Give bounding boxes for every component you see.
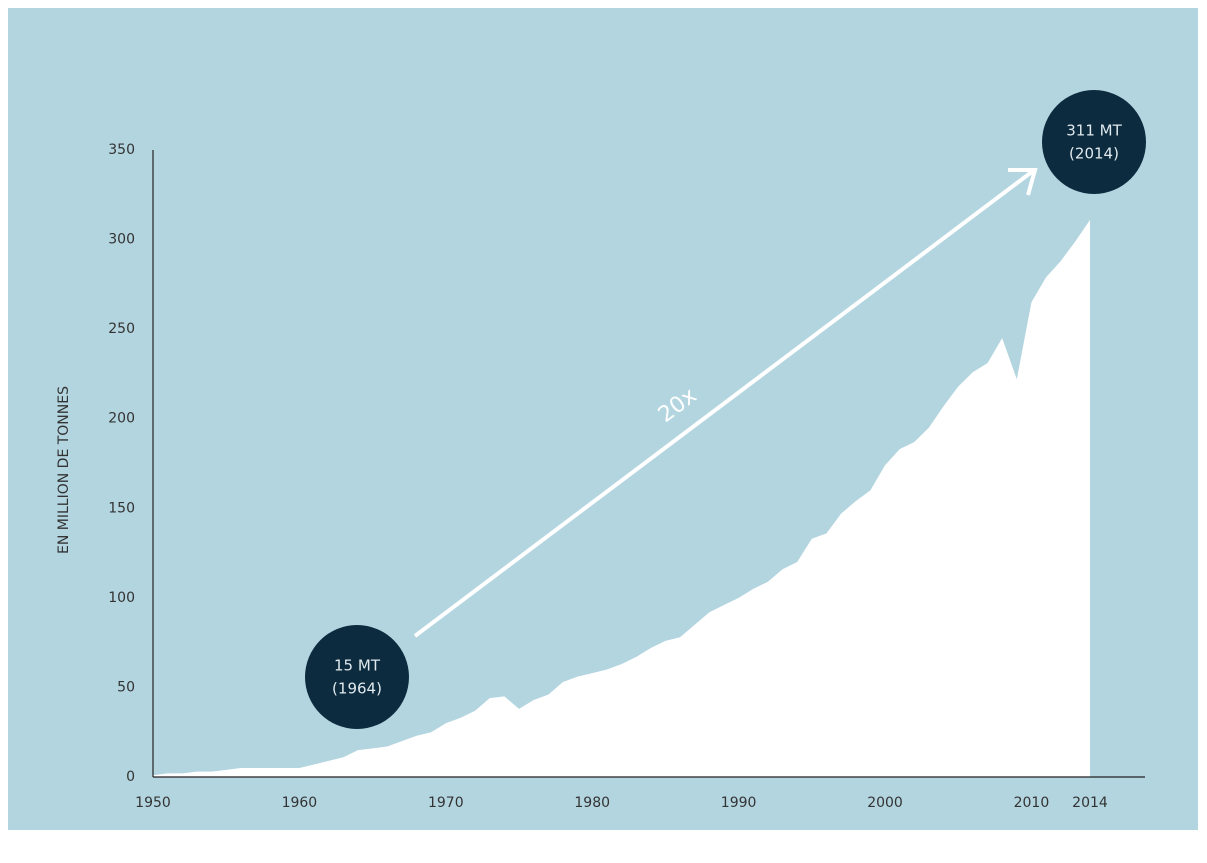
arrow-line xyxy=(413,169,1035,638)
x-tick-label: 2010 xyxy=(1014,795,1050,811)
annotation-text: 15 MT xyxy=(334,657,381,675)
x-tick-label: 2000 xyxy=(867,795,903,811)
y-tick-label: 100 xyxy=(108,590,135,606)
y-tick-label: 300 xyxy=(108,232,135,248)
y-tick-label: 200 xyxy=(108,411,135,427)
x-tick-label: 2014 xyxy=(1072,795,1108,811)
y-tick-label: 250 xyxy=(108,321,135,337)
x-tick-label: 1980 xyxy=(574,795,610,811)
annotation-text: 311 MT xyxy=(1066,122,1122,140)
y-tick-label: 150 xyxy=(108,500,135,516)
annotation-text: (2014) xyxy=(1069,145,1119,163)
annotation-circle xyxy=(1042,90,1146,194)
x-tick-label: 1950 xyxy=(135,795,171,811)
annotation-text: (1964) xyxy=(332,680,382,698)
y-tick-label: 50 xyxy=(117,679,135,695)
x-tick-label: 1960 xyxy=(282,795,318,811)
y-axis-label: EN MILLION DE TONNES xyxy=(56,386,72,554)
arrow-head xyxy=(1008,168,1038,196)
x-tick-label: 1990 xyxy=(721,795,757,811)
area xyxy=(153,219,1090,777)
x-tick-label: 1970 xyxy=(428,795,464,811)
y-tick-label: 0 xyxy=(126,769,135,785)
annotation-circle xyxy=(305,625,409,729)
y-tick-label: 350 xyxy=(108,142,135,158)
